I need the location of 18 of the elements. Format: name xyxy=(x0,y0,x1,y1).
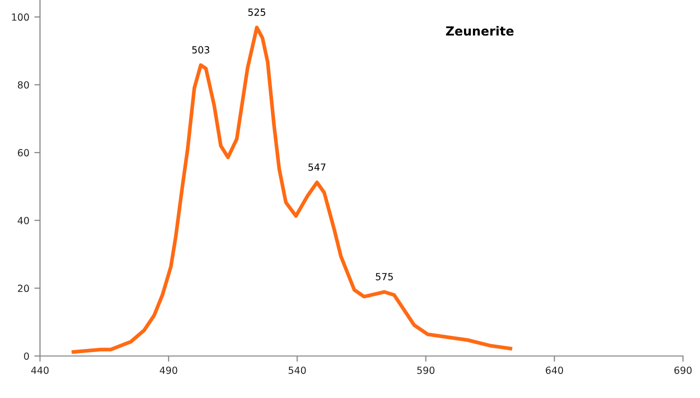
annotation: 547 xyxy=(308,164,326,171)
y-tick-label: 0 xyxy=(24,352,29,360)
line-series xyxy=(72,26,512,354)
text: Zeunerite xyxy=(446,26,514,36)
x-tick-label: 690 xyxy=(674,366,692,374)
x-tick-label: 590 xyxy=(417,366,434,374)
x-tick-label: 540 xyxy=(288,366,306,374)
y-tick-label: 100 xyxy=(12,13,29,21)
y-tick-label: 80 xyxy=(18,81,29,89)
annotation: 503 xyxy=(192,46,210,54)
x-tick-label: 640 xyxy=(546,366,564,374)
y-tick-label: 40 xyxy=(18,216,29,224)
y-tick-label: 60 xyxy=(18,149,29,156)
annotation: 525 xyxy=(248,8,266,16)
x-tick-label: 490 xyxy=(160,366,178,374)
x-tick-label: 440 xyxy=(31,366,49,374)
annotation: 575 xyxy=(376,273,393,280)
y-tick-label: 20 xyxy=(18,284,29,292)
